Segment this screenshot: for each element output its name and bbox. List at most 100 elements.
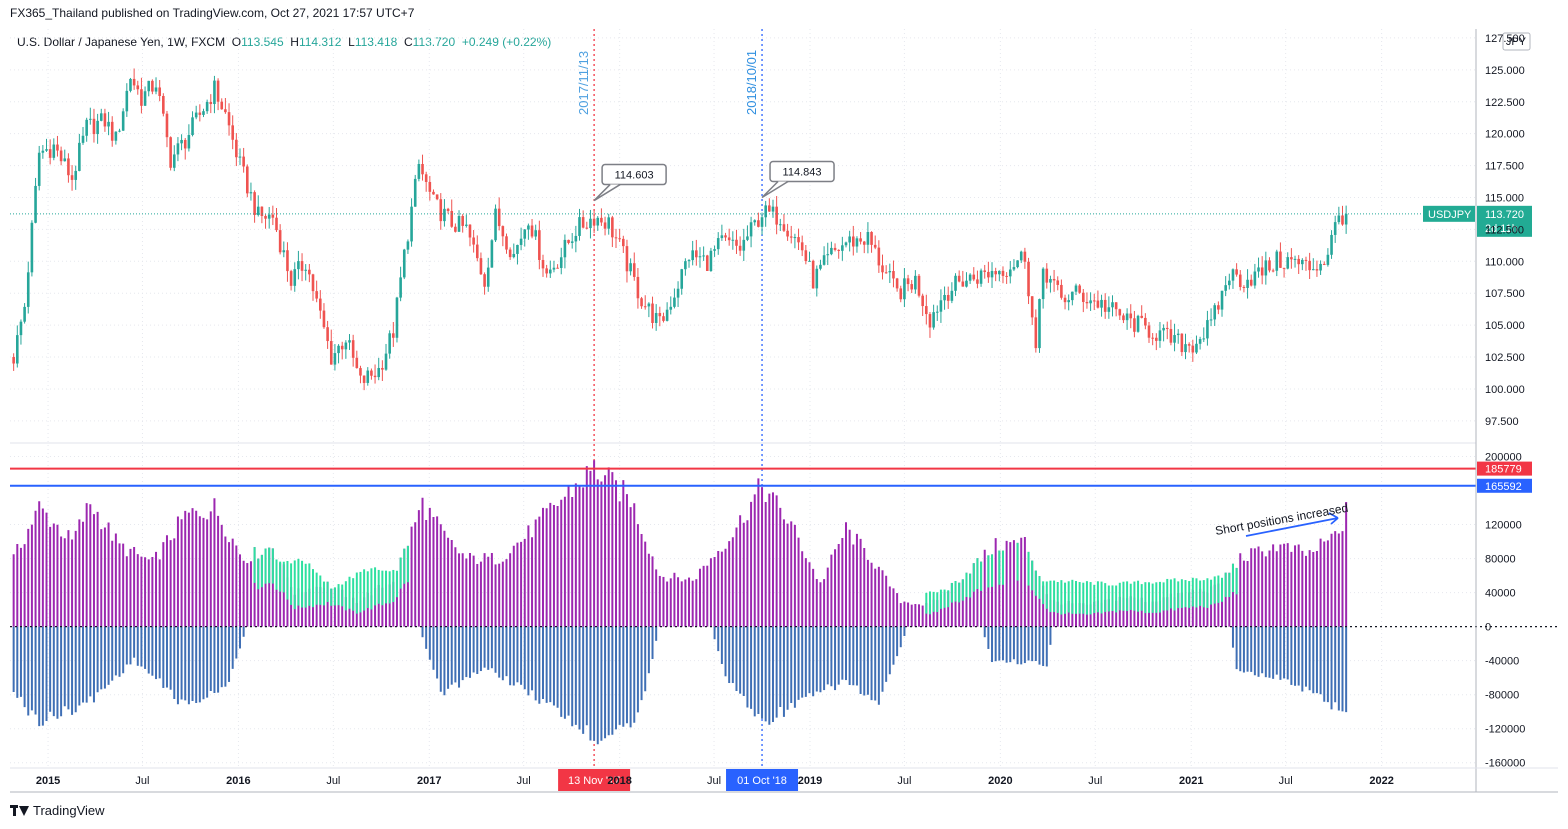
candle-body: [238, 156, 242, 158]
candle-body: [1173, 335, 1176, 343]
candle-body: [622, 238, 625, 247]
candle-body: [1235, 269, 1238, 275]
candle-body: [764, 205, 767, 218]
footer-brand[interactable]: TradingView: [33, 803, 105, 818]
candle-body: [1195, 343, 1198, 353]
candle-body: [724, 235, 727, 238]
marker-date-label: 2017/11/13: [576, 51, 591, 115]
currency-button-label[interactable]: JPY: [1506, 36, 1527, 48]
candle-body: [172, 154, 176, 168]
candle-body: [965, 280, 968, 287]
candle-body: [308, 269, 311, 275]
high-label: H: [290, 35, 299, 49]
candle-body: [684, 261, 687, 270]
candle-body: [793, 237, 797, 239]
candle-body: [1151, 337, 1154, 339]
time-tick-label: Jul: [707, 775, 721, 787]
time-tick-label: 2020: [988, 775, 1012, 787]
candle-body: [169, 137, 172, 168]
candle-body: [180, 139, 183, 144]
candle-body: [1085, 301, 1089, 304]
candle-body: [614, 237, 618, 239]
candle-body: [373, 375, 377, 378]
symbol-legend: U.S. Dollar / Japanese Yen, 1W, FXCM O11…: [17, 35, 551, 49]
position-bars-layer: [10, 460, 1560, 745]
candle-body: [512, 253, 516, 258]
candle-body: [311, 274, 315, 292]
candle-body: [1100, 299, 1103, 308]
candle-body: [457, 216, 461, 232]
candle-body: [1180, 333, 1184, 353]
candle-body: [943, 294, 946, 301]
candle-body: [359, 368, 362, 376]
candle-body: [92, 118, 96, 135]
candle-body: [1301, 259, 1304, 265]
candle-body: [1209, 319, 1213, 321]
candle-body: [508, 249, 512, 258]
candle-body: [468, 224, 472, 238]
candle-body: [1176, 333, 1180, 336]
candle-body: [344, 342, 348, 350]
position-tick-label: 120000: [1485, 520, 1522, 532]
candle-body: [271, 214, 275, 218]
candle-body: [377, 367, 381, 378]
candle-body: [402, 249, 406, 278]
currency-button[interactable]: [1502, 32, 1531, 51]
candle-body: [1016, 260, 1019, 268]
candle-body: [242, 156, 245, 167]
candle-body: [888, 271, 892, 273]
candle-body: [103, 113, 107, 127]
candle-body: [370, 370, 373, 376]
candle-body: [574, 235, 578, 242]
candle-body: [1144, 317, 1147, 326]
candle-body: [662, 316, 665, 321]
candle-body: [852, 236, 855, 247]
symbol-tag-label: USDJPY: [1428, 209, 1472, 221]
candle-body: [775, 206, 778, 225]
candle-body: [680, 269, 684, 289]
time-tick-label: 2016: [226, 775, 250, 787]
candle-body: [1067, 300, 1070, 303]
position-tick-label: -40000: [1485, 656, 1519, 668]
candle-body: [1344, 213, 1348, 225]
candle-body: [738, 245, 742, 251]
candle-body: [67, 158, 70, 176]
candle-body: [183, 139, 187, 149]
candle-body: [30, 222, 34, 273]
candle-body: [654, 313, 658, 323]
candle-body: [731, 239, 735, 241]
candle-body: [1191, 345, 1195, 353]
candle-body: [607, 217, 611, 229]
candle-body: [538, 230, 541, 260]
candle-body: [1330, 234, 1333, 255]
candle-body: [78, 142, 81, 171]
candle-body: [202, 111, 205, 115]
candle-body: [216, 80, 220, 102]
symbol-name[interactable]: U.S. Dollar / Japanese Yen, 1W, FXCM: [17, 35, 226, 49]
candle-body: [264, 215, 267, 219]
candle-body: [205, 101, 209, 112]
candle-body: [643, 306, 647, 308]
candle-body: [1107, 307, 1111, 312]
price-tick-label: 117.500: [1485, 161, 1524, 173]
candle-body: [147, 80, 151, 92]
candle-body: [424, 174, 428, 182]
candle-body: [534, 230, 537, 237]
candle-body: [501, 226, 505, 237]
candle-body: [1315, 269, 1319, 271]
high-value: 114.312: [298, 35, 342, 49]
candle-body: [658, 313, 662, 317]
candle-body: [289, 271, 293, 286]
candle-body: [1133, 318, 1136, 332]
candle-body: [691, 250, 694, 261]
price-callout-box: [769, 160, 835, 183]
bar-countdown: 2d 11h: [1485, 223, 1518, 235]
candle-body: [625, 246, 629, 272]
candle-body: [877, 247, 881, 266]
candle-body: [34, 185, 37, 223]
price-tick-label: 102.500: [1485, 352, 1525, 364]
candle-body: [176, 143, 180, 155]
candle-body: [545, 268, 548, 274]
price-tick-label: 125.000: [1485, 65, 1525, 77]
